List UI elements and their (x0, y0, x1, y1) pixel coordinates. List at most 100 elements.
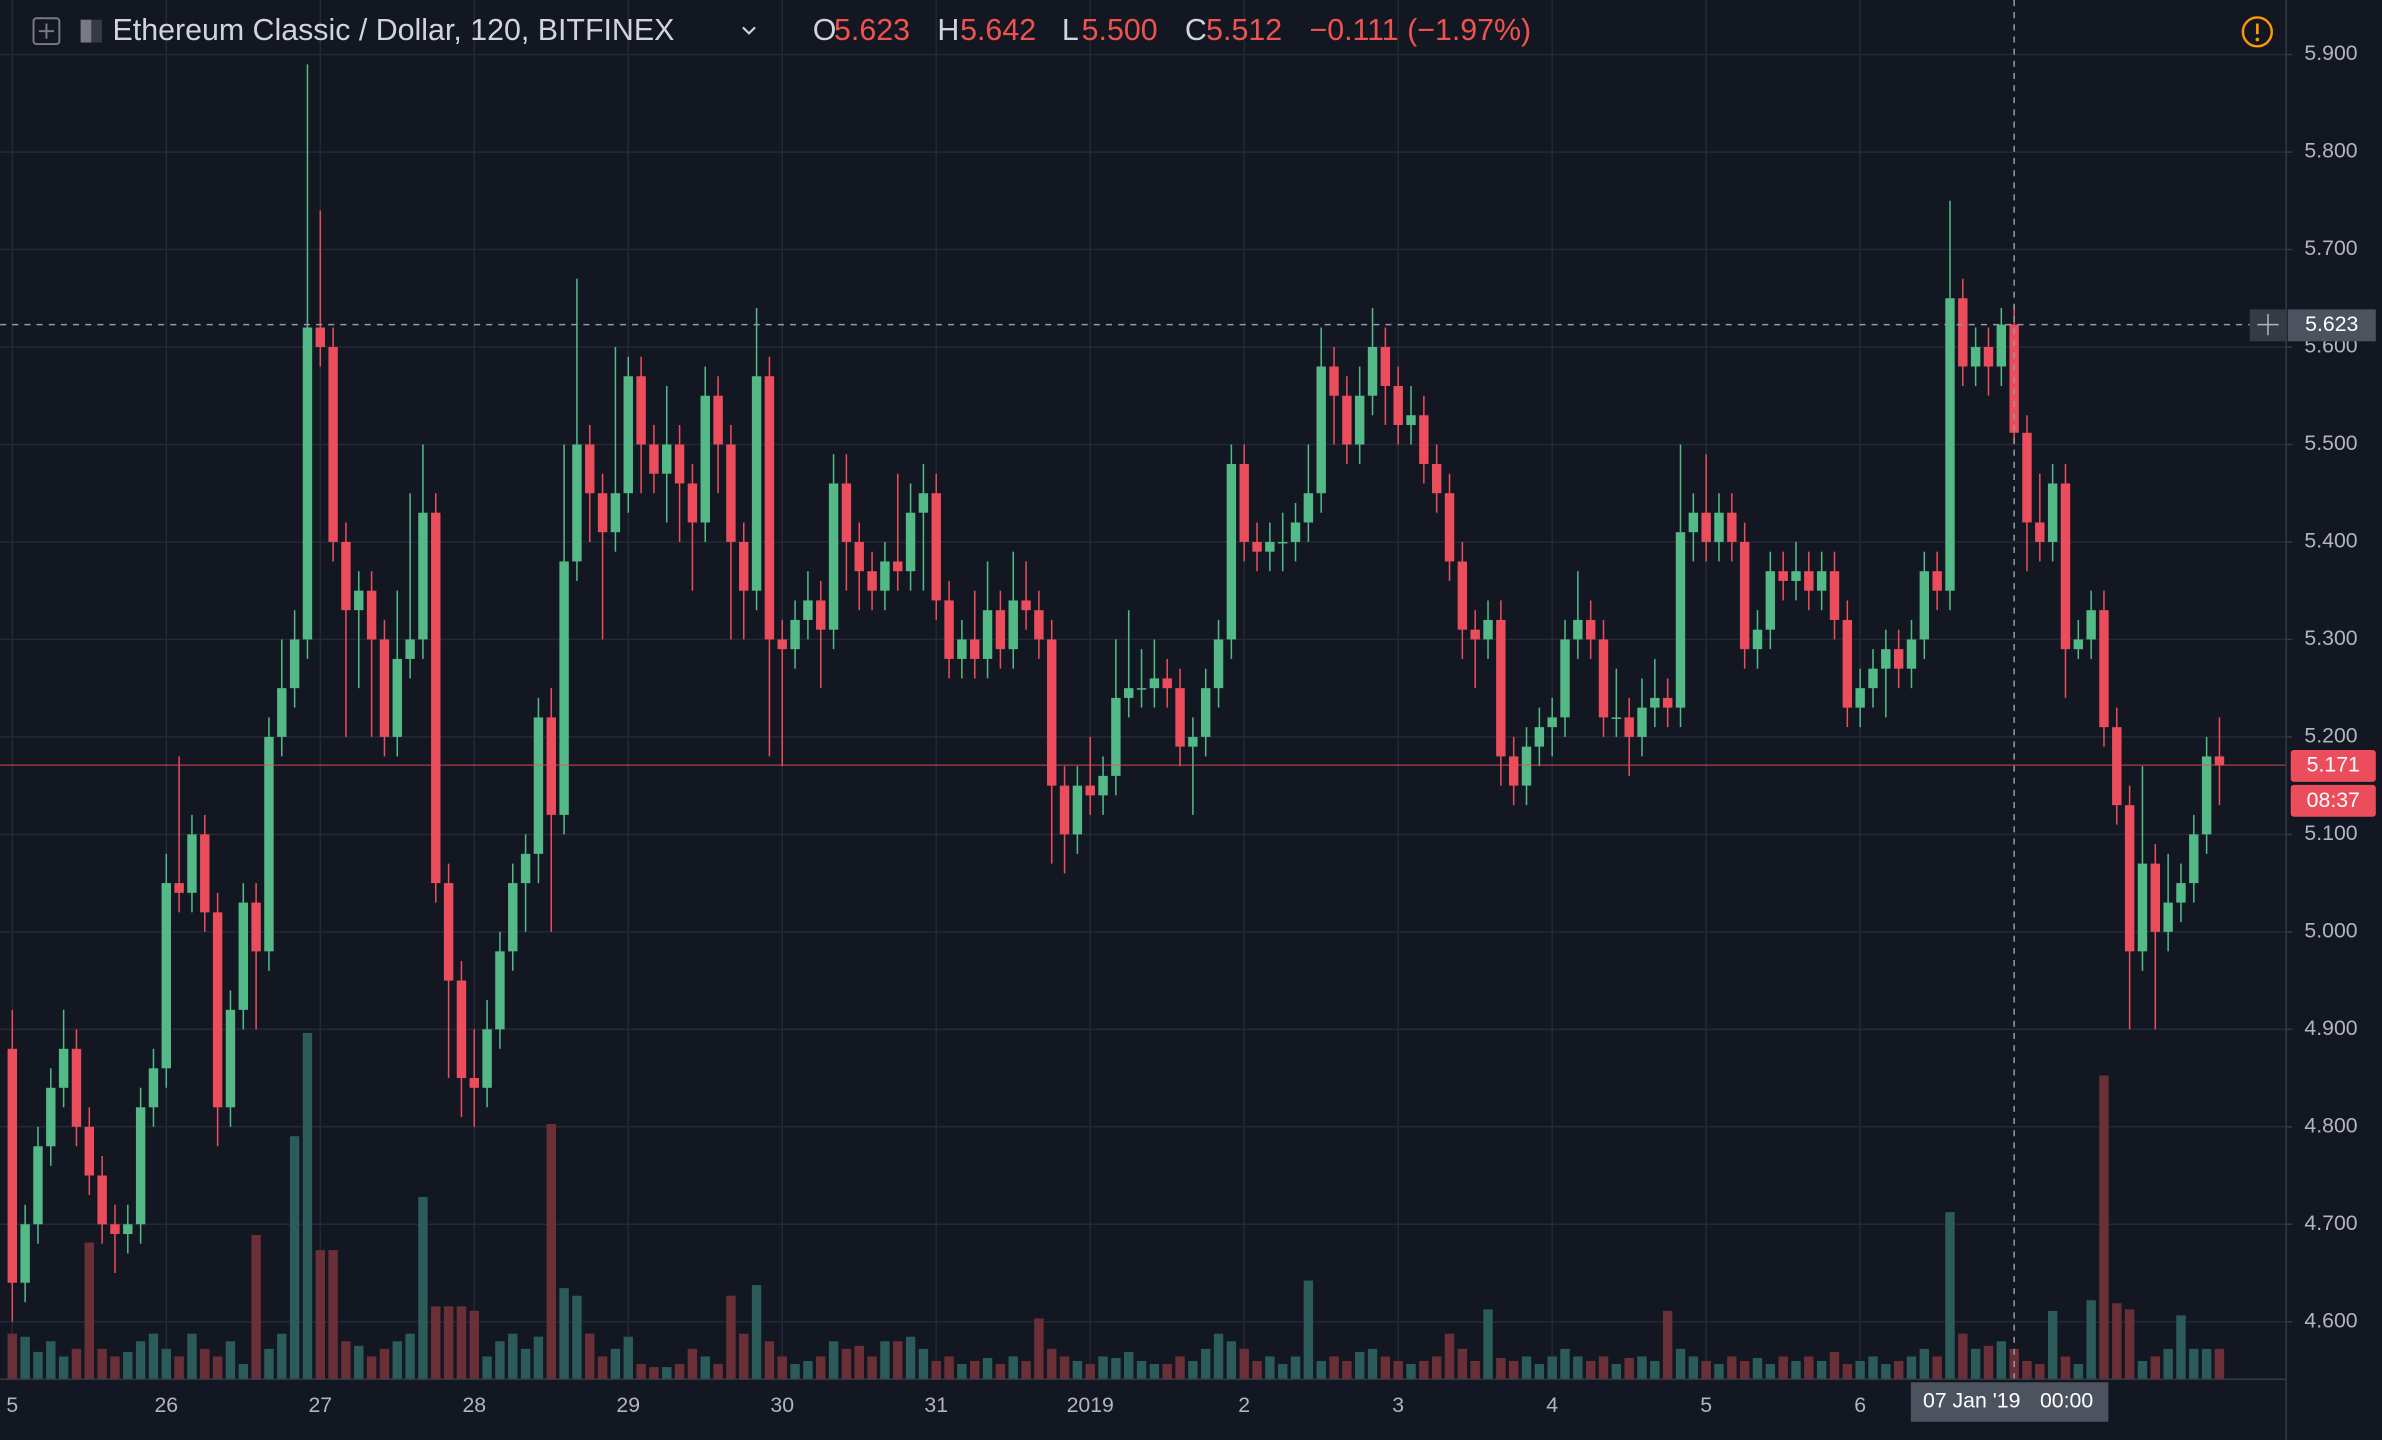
candle-body (1765, 571, 1776, 630)
y-tick-label: 5.200 (2304, 724, 2357, 748)
volume-bar (1201, 1348, 1211, 1380)
candle-body (1906, 639, 1917, 669)
candle-body (328, 347, 338, 542)
volume-bar (1534, 1364, 1545, 1380)
candle-body (1829, 571, 1840, 620)
symbol-title[interactable]: Ethereum Classic / Dollar, 120, BITFINEX (113, 14, 675, 47)
candle-body (803, 600, 813, 620)
volume-bar (1816, 1361, 1827, 1380)
volume-bar (2189, 1348, 2199, 1380)
volume-bar (944, 1356, 954, 1380)
candle-body (238, 902, 248, 1010)
volume-bar (2022, 1361, 2032, 1380)
volume-bar (687, 1348, 698, 1380)
x-tick-label: 4 (1546, 1393, 1558, 1417)
y-tick-label: 5.400 (2304, 529, 2357, 553)
candle-body (1111, 697, 1121, 776)
volume-bar (341, 1341, 351, 1380)
volume-bar (328, 1250, 338, 1380)
volume-bar (1624, 1357, 1634, 1380)
volume-bar (20, 1336, 30, 1380)
candle-body (1483, 619, 1493, 640)
candle-body (1213, 639, 1224, 689)
x-tick-label: 28 (462, 1393, 486, 1417)
volume-bar (713, 1364, 723, 1380)
volume-bar (1701, 1361, 1711, 1380)
volume-bar (1354, 1351, 1365, 1380)
volume-bar (187, 1333, 197, 1380)
volume-bar (392, 1341, 402, 1380)
candle-body (585, 444, 595, 494)
volume-bar (1098, 1356, 1108, 1380)
candle-body (1303, 493, 1314, 523)
candle-body (456, 980, 467, 1079)
volume-bar (1072, 1361, 1083, 1380)
volume-bar (1919, 1348, 1930, 1380)
candle-body (1893, 649, 1904, 669)
x-tick-label: 5 (6, 1393, 18, 1417)
volume-bar (2201, 1348, 2212, 1380)
volume-bar (1932, 1356, 1942, 1380)
volume-bar (970, 1361, 980, 1380)
candle-body (816, 600, 826, 630)
volume-bar (777, 1356, 787, 1380)
volume-bar (1277, 1364, 1288, 1380)
candle-body (674, 444, 685, 484)
candle-body (200, 834, 210, 913)
candle-body (2137, 863, 2148, 952)
candle-body (482, 1029, 492, 1088)
volume-bar (816, 1356, 826, 1380)
candle-body (918, 493, 929, 513)
y-tick-label: 5.100 (2304, 821, 2357, 845)
volume-bar (1611, 1364, 1622, 1380)
candle-body (379, 639, 390, 737)
candle-body (1470, 629, 1480, 640)
candle-body (1149, 678, 1160, 689)
volume-bar (1521, 1356, 1532, 1380)
add-symbol-icon[interactable] (32, 17, 61, 46)
candle-body (893, 561, 903, 572)
candle-body (982, 610, 993, 659)
volume-bar (636, 1364, 646, 1380)
candle-body (1919, 571, 1930, 640)
volume-bar (649, 1367, 659, 1380)
y-tick-label: 5.300 (2304, 626, 2357, 650)
candle-body (1804, 571, 1814, 591)
candle-body (1842, 619, 1853, 708)
symbol-dropdown[interactable] (742, 26, 756, 35)
ohlc-value: 5.623 (834, 14, 910, 47)
candle-body (1034, 610, 1044, 640)
crosshair-time-box (1910, 1382, 2109, 1422)
symbol-icon-half (80, 19, 92, 43)
x-tick-label: 26 (154, 1393, 178, 1417)
volume-bar (1752, 1357, 1763, 1380)
volume-bar (1316, 1361, 1326, 1380)
candle-body (1047, 639, 1057, 786)
candle-body (1868, 668, 1878, 689)
candle-body (212, 912, 223, 1108)
volume-bar (1868, 1356, 1878, 1380)
volume-bar (1393, 1361, 1403, 1380)
price-change: −0.111 (−1.97%) (1309, 14, 1531, 47)
candle-body (739, 541, 749, 591)
candle-body (687, 483, 698, 523)
volume-bar (1085, 1364, 1095, 1380)
alert-icon-dot (2255, 37, 2260, 42)
volume-bar (726, 1295, 736, 1380)
candle-body (2176, 883, 2186, 903)
volume-bar (58, 1356, 69, 1380)
volume-bar (957, 1364, 967, 1380)
volume-bar (405, 1333, 415, 1380)
volume-bar (2099, 1075, 2109, 1380)
volume-bar (1239, 1348, 1249, 1380)
volume-bar (1958, 1333, 1968, 1380)
candle-body (1072, 785, 1083, 835)
volume-bar (1265, 1356, 1275, 1380)
candle-body (649, 444, 659, 474)
volume-bar (418, 1196, 428, 1380)
alert-icon[interactable] (2241, 16, 2273, 48)
candle-body (341, 541, 351, 611)
crosshair-price-label: 5.623 (2305, 312, 2358, 336)
volume-bar (1457, 1348, 1468, 1380)
volume-bar (1739, 1361, 1750, 1380)
